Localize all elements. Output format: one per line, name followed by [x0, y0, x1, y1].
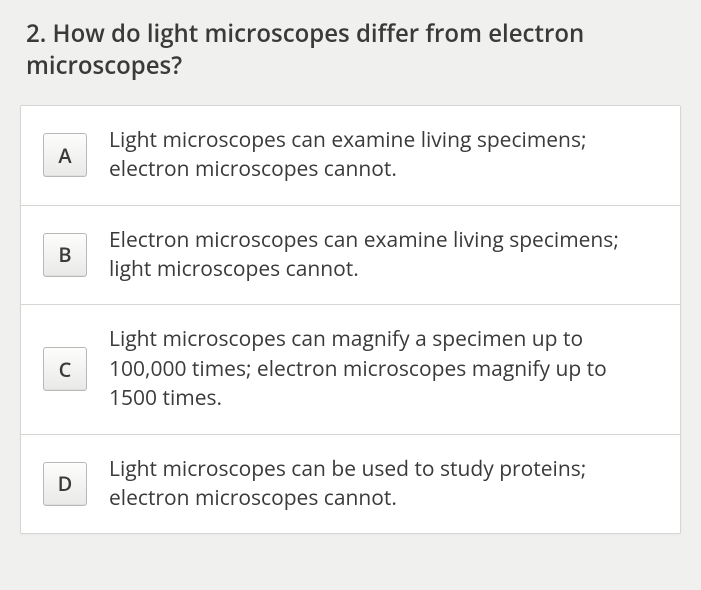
- option-text-b: Electron microscopes can examine living …: [109, 226, 658, 285]
- option-letter-c: C: [43, 347, 87, 391]
- question-prompt: 2. How do light microscopes differ from …: [20, 18, 681, 83]
- option-text-c: Light microscopes can magnify a specimen…: [109, 325, 658, 413]
- option-a[interactable]: A Light microscopes can examine living s…: [21, 106, 680, 206]
- option-b[interactable]: B Electron microscopes can examine livin…: [21, 206, 680, 306]
- options-container: A Light microscopes can examine living s…: [20, 105, 681, 535]
- option-text-a: Light microscopes can examine living spe…: [109, 126, 658, 185]
- option-letter-b: B: [43, 233, 87, 277]
- option-letter-a: A: [43, 133, 87, 177]
- option-letter-d: D: [43, 462, 87, 506]
- option-d[interactable]: D Light microscopes can be used to study…: [21, 435, 680, 534]
- option-text-d: Light microscopes can be used to study p…: [109, 455, 658, 514]
- option-c[interactable]: C Light microscopes can magnify a specim…: [21, 305, 680, 434]
- question-text: How do light microscopes differ from ele…: [26, 17, 584, 82]
- question-number: 2.: [26, 17, 46, 50]
